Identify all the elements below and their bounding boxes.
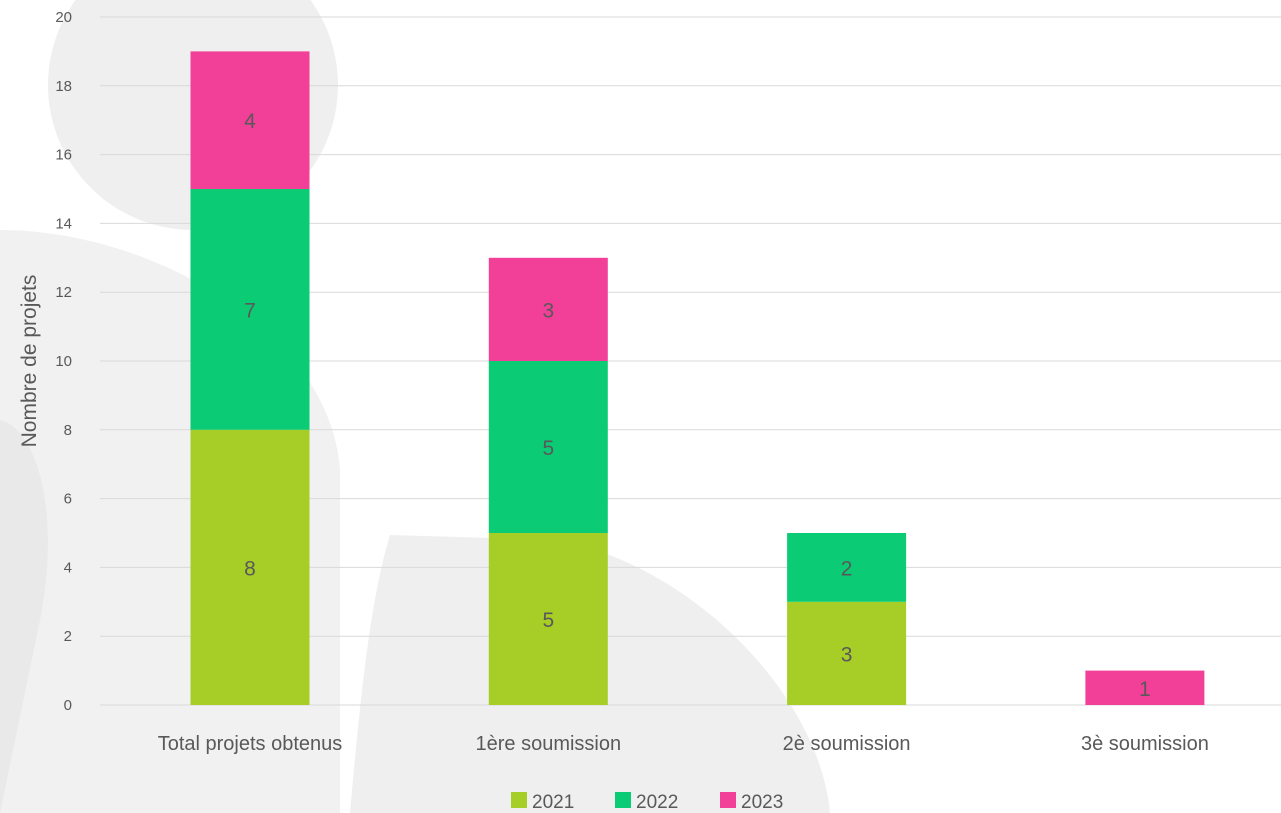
data-label: 1 bbox=[1139, 678, 1151, 701]
data-labels: 8 7 4 5 5 3 3 2 1 bbox=[244, 110, 1151, 701]
bar-2022 bbox=[787, 533, 907, 602]
y-tick-label: 18 bbox=[55, 78, 72, 95]
bar-2023 bbox=[488, 257, 608, 361]
data-label: 4 bbox=[244, 110, 256, 133]
category-label: 2è soumission bbox=[783, 733, 911, 755]
legend-swatch-2022 bbox=[615, 792, 631, 808]
data-label: 8 bbox=[244, 557, 256, 580]
y-axis-ticks: 0 2 4 6 8 10 12 14 16 18 20 bbox=[55, 9, 72, 714]
bar-2021 bbox=[190, 429, 310, 705]
y-tick-label: 10 bbox=[55, 353, 72, 370]
category-label: 1ère soumission bbox=[475, 733, 621, 755]
category-label: Total projets obtenus bbox=[158, 733, 343, 755]
y-tick-label: 8 bbox=[64, 422, 72, 439]
legend-label: 2023 bbox=[741, 792, 783, 813]
bar-2023 bbox=[1085, 670, 1205, 705]
data-label: 5 bbox=[542, 609, 554, 632]
data-label: 5 bbox=[542, 437, 554, 460]
data-label: 2 bbox=[841, 557, 853, 580]
data-label: 3 bbox=[841, 643, 853, 666]
bar-2023 bbox=[190, 51, 310, 190]
bars bbox=[190, 51, 1205, 705]
y-tick-label: 0 bbox=[64, 697, 72, 714]
y-tick-label: 4 bbox=[64, 559, 72, 576]
y-tick-label: 16 bbox=[55, 147, 72, 164]
y-tick-label: 14 bbox=[55, 215, 72, 232]
data-label: 3 bbox=[542, 299, 554, 322]
legend: 2021 2022 2023 bbox=[511, 792, 783, 813]
y-tick-label: 6 bbox=[64, 491, 72, 508]
data-label: 7 bbox=[244, 299, 256, 322]
legend-label: 2022 bbox=[636, 792, 678, 813]
bar-2021 bbox=[488, 533, 608, 705]
legend-swatch-2021 bbox=[511, 792, 527, 808]
bar-2021 bbox=[787, 601, 907, 705]
x-axis-categories: Total projets obtenus 1ère soumission 2è s… bbox=[158, 733, 1209, 755]
y-tick-label: 20 bbox=[55, 9, 72, 26]
legend-label: 2021 bbox=[532, 792, 574, 813]
bar-2022 bbox=[488, 361, 608, 533]
y-tick-label: 2 bbox=[64, 628, 72, 645]
legend-swatch-2023 bbox=[720, 792, 736, 808]
background-watermark bbox=[0, 0, 830, 813]
y-axis-label: Nombre de projets bbox=[18, 275, 41, 448]
category-label: 3è soumission bbox=[1081, 733, 1209, 755]
y-tick-label: 12 bbox=[55, 284, 72, 301]
bar-2022 bbox=[190, 189, 310, 430]
